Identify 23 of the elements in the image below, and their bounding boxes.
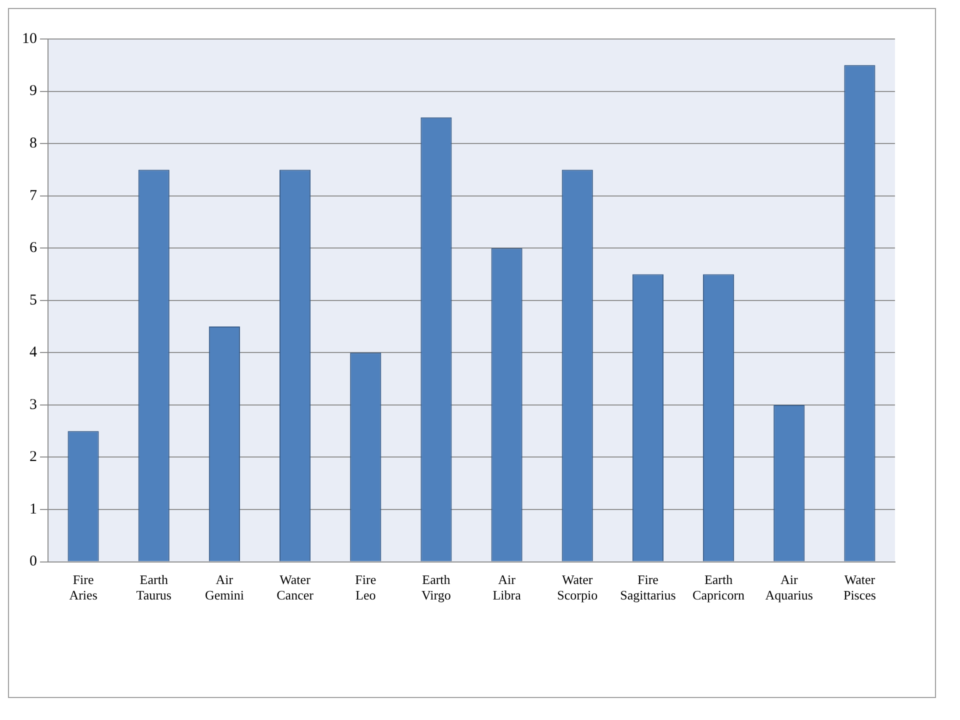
- x-tick-label: Water Cancer: [276, 572, 314, 603]
- x-tick-label: Earth Taurus: [136, 572, 172, 603]
- y-tick-label: 5: [30, 292, 37, 308]
- y-tick-label: 0: [30, 554, 37, 570]
- x-tick-label: Water Pisces: [843, 572, 876, 603]
- y-tick-label: 4: [30, 344, 38, 361]
- y-tick-label: 3: [30, 396, 37, 413]
- y-tick-label: 6: [30, 240, 38, 256]
- x-tick-label: Earth Virgo: [422, 572, 451, 603]
- x-tick-label: Air Libra: [492, 572, 522, 603]
- x-tick-label: Fire Leo: [355, 572, 376, 603]
- y-tick-label: 8: [30, 135, 37, 152]
- x-tick-label: Fire Aries: [69, 572, 98, 603]
- y-tick-label: 9: [30, 83, 37, 100]
- y-tick-label: 1: [30, 501, 37, 518]
- x-tick-label: Fire Sagittarius: [620, 572, 676, 603]
- x-tick-label: Earth Capricorn: [692, 572, 746, 603]
- x-tick-label: Air Gemini: [204, 572, 244, 603]
- x-tick-label: Air Aquarius: [765, 572, 813, 603]
- y-tick-label: 2: [30, 449, 37, 466]
- y-tick-label: 7: [30, 188, 38, 204]
- x-tick-label: Water Scorpio: [557, 572, 598, 603]
- y-tick-label: 10: [22, 30, 37, 47]
